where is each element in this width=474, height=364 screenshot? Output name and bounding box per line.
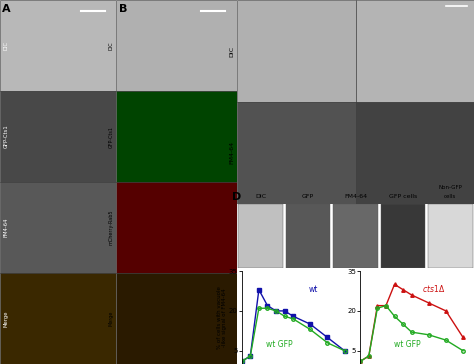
Bar (116, 91, 237, 182)
Bar (116, 273, 237, 364)
Bar (356, 102, 474, 204)
Bar (356, 0, 474, 102)
Text: Merge: Merge (3, 310, 9, 327)
Bar (0, 0, 116, 91)
Bar (116, 0, 237, 91)
Text: Merge: Merge (109, 311, 114, 326)
Text: mCherry-Rab5: mCherry-Rab5 (109, 210, 114, 245)
Text: B: B (118, 4, 127, 13)
Bar (116, 182, 237, 273)
Text: GFP-Cts1: GFP-Cts1 (3, 124, 9, 149)
Text: A: A (2, 4, 11, 13)
Bar (237, 102, 356, 204)
Text: FM4-64: FM4-64 (229, 141, 235, 165)
Text: DIC: DIC (229, 46, 235, 56)
Text: D: D (232, 192, 242, 202)
Text: DIC: DIC (3, 41, 9, 50)
Text: GFP-Cts1: GFP-Cts1 (109, 126, 114, 147)
Text: DIC: DIC (109, 41, 114, 50)
Bar (0, 91, 116, 182)
Text: FM4-64: FM4-64 (3, 218, 9, 237)
Bar (237, 0, 356, 102)
Bar (0, 273, 116, 364)
Bar (0, 182, 116, 273)
